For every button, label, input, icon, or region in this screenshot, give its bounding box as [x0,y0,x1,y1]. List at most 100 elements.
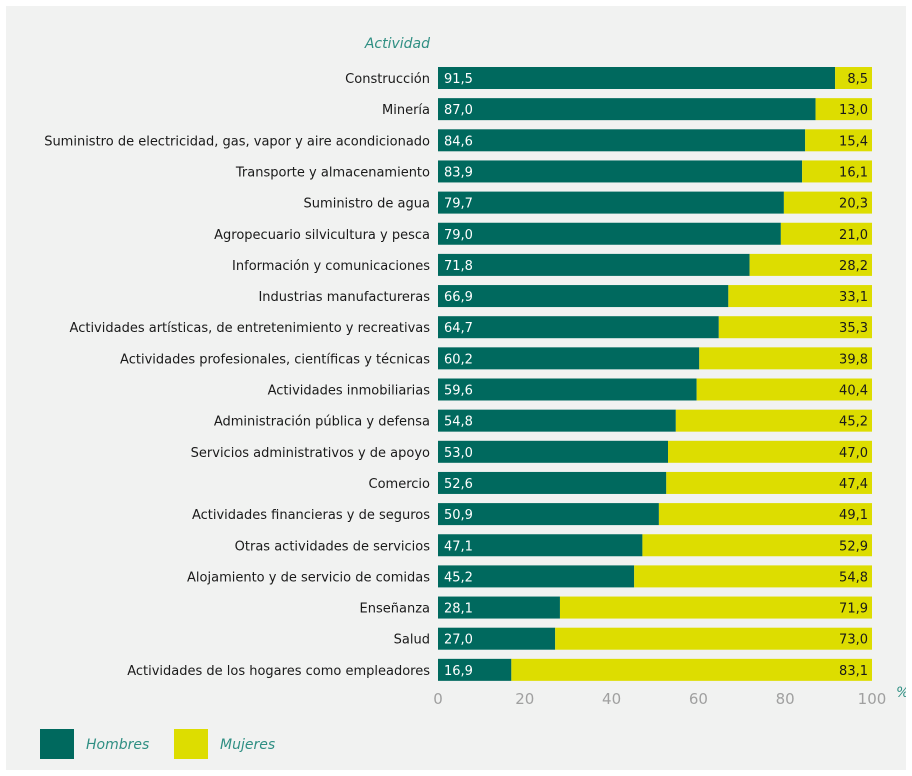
y-axis-title: Actividad [364,36,430,52]
bar-hombres [438,253,750,276]
bar-mujeres [696,378,872,401]
data-label-mujeres: 39,8 [839,352,868,367]
bar-mujeres [668,440,872,463]
data-label-mujeres: 33,1 [839,290,868,305]
data-label-hombres: 27,0 [444,633,473,648]
bar-hombres [438,627,556,650]
bar-hombres [438,222,781,245]
bar-hombres [438,596,560,619]
data-label-hombres: 52,6 [444,477,473,492]
category-label: Actividades profesionales, científicas y… [120,352,430,367]
bar-mujeres [718,316,872,339]
bar-mujeres [728,285,872,308]
data-label-hombres: 83,9 [444,165,473,180]
data-label-mujeres: 15,4 [839,134,868,149]
data-label-mujeres: 83,1 [839,664,868,679]
category-label: Agropecuario silvicultura y pesca [214,228,430,243]
bar-mujeres [780,222,872,245]
data-label-hombres: 53,0 [444,446,473,461]
data-label-mujeres: 16,1 [839,165,868,180]
data-label-hombres: 84,6 [444,134,473,149]
data-label-mujeres: 47,0 [839,446,868,461]
bar-hombres [438,347,700,370]
chart-frame: Actividad 91,5 8,5 87,0 13,0 84,6 15,4 83,9 16,… [6,6,906,770]
x-axis-unit: % [896,685,906,701]
legend-label: Mujeres [220,737,275,753]
bar-hombres [438,440,669,463]
bar-mujeres [835,67,872,89]
bar-hombres [438,285,729,308]
category-label: Construcción [345,72,430,87]
legend-swatch [40,729,74,759]
bar-mujeres [815,98,872,121]
data-label-hombres: 16,9 [444,664,473,679]
bar-mujeres [802,160,872,183]
data-label-mujeres: 54,8 [839,570,868,585]
category-label: Otras actividades de servicios [235,539,431,554]
data-label-mujeres: 8,5 [847,72,868,87]
bar-hombres [438,129,806,152]
data-label-hombres: 71,8 [444,259,473,274]
bar-hombres [438,658,512,681]
category-label: Actividades de los hogares como empleado… [127,664,430,679]
bar-mujeres [634,565,872,588]
data-label-hombres: 91,5 [444,72,473,87]
data-label-hombres: 50,9 [444,508,473,523]
category-label: Información y comunicaciones [232,259,430,274]
data-label-hombres: 28,1 [444,602,473,617]
bar-mujeres [666,471,872,494]
data-label-mujeres: 71,9 [839,602,868,617]
x-tick-label: 20 [515,690,534,708]
bar-mujeres [555,627,872,650]
bar-mujeres [749,253,872,276]
data-label-mujeres: 47,4 [839,477,868,492]
bar-hombres [438,191,784,214]
category-label: Transporte y almacenamiento [235,165,430,180]
bar-hombres [438,534,643,557]
data-label-hombres: 60,2 [444,352,473,367]
bar-mujeres [699,347,872,370]
data-label-hombres: 87,0 [444,103,473,118]
category-label: Alojamiento y de servicio de comidas [187,570,430,585]
bar-mujeres [805,129,872,152]
category-label: Minería [382,103,430,118]
bar-hombres [438,409,676,432]
bar-hombres [438,503,659,526]
data-label-mujeres: 20,3 [839,197,868,212]
data-label-hombres: 79,0 [444,228,473,243]
category-label: Actividades artísticas, de entretenimien… [70,321,431,336]
bar-mujeres [658,503,872,526]
bar-hombres [438,316,719,339]
category-label: Actividades inmobiliarias [268,384,431,399]
data-label-mujeres: 35,3 [839,321,868,336]
category-label: Servicios administrativos y de apoyo [191,446,430,461]
stacked-bar-chart: Actividad 91,5 8,5 87,0 13,0 84,6 15,4 83,9 16,… [40,36,906,759]
data-label-mujeres: 73,0 [839,633,868,648]
bars-group: 91,5 8,5 87,0 13,0 84,6 15,4 83,9 16,1 79,7 20,3 7… [438,67,872,681]
category-label: Industrias manufactureras [258,290,430,305]
legend-label: Hombres [86,737,149,753]
data-label-hombres: 45,2 [444,570,473,585]
x-tick-label: 100 [858,690,887,708]
bar-hombres [438,98,816,121]
data-label-mujeres: 40,4 [839,384,868,399]
category-labels-group: Construcción Minería Suministro de electri… [44,72,430,679]
category-label: Suministro de agua [304,197,430,212]
x-tick-label: 80 [776,690,795,708]
legend-swatch [174,729,208,759]
x-tick-label: 60 [689,690,708,708]
data-label-mujeres: 49,1 [839,508,868,523]
bar-mujeres [559,596,872,619]
bar-hombres [438,565,635,588]
data-label-hombres: 47,1 [444,539,473,554]
bar-mujeres [783,191,872,214]
category-label: Enseñanza [360,602,430,617]
data-label-mujeres: 45,2 [839,415,868,430]
category-label: Comercio [369,477,431,492]
data-label-mujeres: 52,9 [839,539,868,554]
data-label-hombres: 79,7 [444,197,473,212]
category-label: Actividades financieras y de seguros [192,508,430,523]
data-label-mujeres: 28,2 [839,259,868,274]
category-label: Salud [394,633,430,648]
data-label-hombres: 64,7 [444,321,473,336]
